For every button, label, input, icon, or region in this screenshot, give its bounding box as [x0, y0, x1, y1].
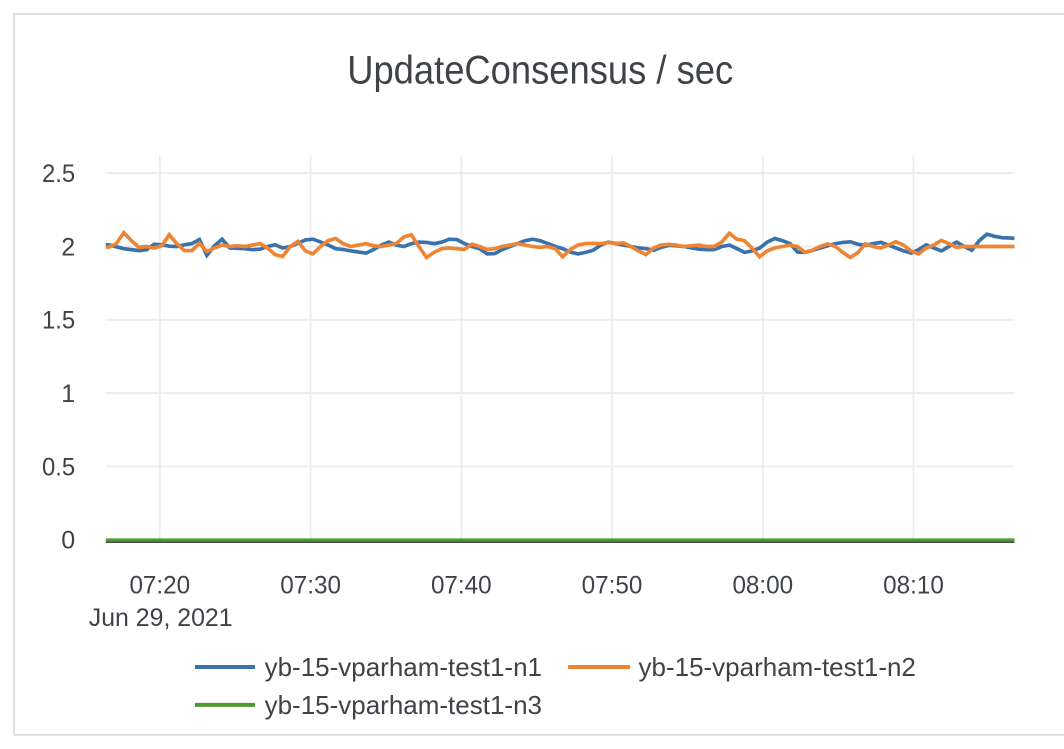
svg-text:07:40: 07:40	[431, 571, 492, 599]
svg-text:0: 0	[61, 527, 75, 555]
svg-text:07:20: 07:20	[129, 571, 190, 599]
svg-text:2: 2	[61, 233, 75, 261]
svg-text:0.5: 0.5	[42, 453, 75, 481]
svg-text:07:30: 07:30	[280, 571, 341, 599]
svg-text:yb-15-vparham-test1-n1: yb-15-vparham-test1-n1	[265, 652, 542, 682]
svg-text:yb-15-vparham-test1-n2: yb-15-vparham-test1-n2	[639, 652, 916, 682]
svg-text:08:10: 08:10	[883, 571, 944, 599]
svg-text:1.5: 1.5	[42, 307, 75, 335]
svg-text:Jun 29, 2021: Jun 29, 2021	[89, 604, 233, 632]
svg-text:yb-15-vparham-test1-n3: yb-15-vparham-test1-n3	[265, 690, 542, 720]
svg-text:08:00: 08:00	[732, 571, 793, 599]
svg-text:UpdateConsensus / sec: UpdateConsensus / sec	[347, 48, 733, 92]
svg-text:1: 1	[61, 380, 75, 408]
svg-text:07:50: 07:50	[582, 571, 643, 599]
svg-text:2.5: 2.5	[42, 160, 75, 188]
